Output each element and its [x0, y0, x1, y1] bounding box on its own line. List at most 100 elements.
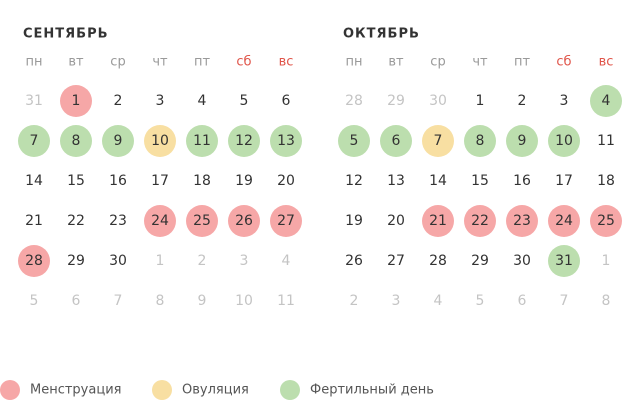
day-marker [144, 205, 176, 237]
day-marker [422, 125, 454, 157]
weekday: пт [514, 55, 530, 70]
day: 3 [240, 253, 249, 269]
weekday: ср [110, 55, 125, 70]
day-marker [60, 85, 92, 117]
day: 22 [67, 213, 85, 229]
day: 25 [193, 213, 211, 229]
day: 20 [277, 173, 295, 189]
month-title: СЕНТЯБРЬ [23, 27, 109, 42]
day: 28 [345, 93, 363, 109]
day: 7 [434, 133, 443, 149]
day-marker [464, 205, 496, 237]
day: 25 [597, 213, 615, 229]
day: 31 [555, 253, 573, 269]
day: 20 [387, 213, 405, 229]
day: 2 [114, 93, 123, 109]
day: 8 [476, 133, 485, 149]
day: 10 [151, 133, 169, 149]
day-marker [18, 245, 50, 277]
weekday: вс [599, 55, 614, 70]
day-marker [144, 125, 176, 157]
day-marker [380, 125, 412, 157]
day: 31 [25, 93, 43, 109]
day: 7 [30, 133, 39, 149]
day-marker [548, 205, 580, 237]
day: 10 [555, 133, 573, 149]
day: 1 [602, 253, 611, 269]
day: 19 [235, 173, 253, 189]
day: 9 [198, 293, 207, 309]
day: 17 [555, 173, 573, 189]
day-marker [590, 85, 622, 117]
day: 4 [602, 93, 611, 109]
day: 16 [109, 173, 127, 189]
day: 6 [282, 93, 291, 109]
legend-label: Фертильный день [310, 383, 434, 398]
day: 14 [25, 173, 43, 189]
day-marker [18, 125, 50, 157]
legend-marker [280, 380, 300, 400]
day: 1 [156, 253, 165, 269]
legend-marker [152, 380, 172, 400]
month-title: ОКТЯБРЬ [343, 27, 420, 42]
day: 5 [350, 133, 359, 149]
day-marker [506, 205, 538, 237]
day: 22 [471, 213, 489, 229]
day: 30 [429, 93, 447, 109]
weekday: ср [430, 55, 445, 70]
day: 8 [602, 293, 611, 309]
day: 12 [345, 173, 363, 189]
legend-label: Овуляция [182, 383, 249, 398]
day: 26 [345, 253, 363, 269]
day: 29 [387, 93, 405, 109]
day: 24 [555, 213, 573, 229]
day: 3 [156, 93, 165, 109]
day: 11 [193, 133, 211, 149]
day: 28 [429, 253, 447, 269]
day: 6 [72, 293, 81, 309]
day-marker [270, 125, 302, 157]
day: 2 [350, 293, 359, 309]
day-marker [60, 125, 92, 157]
day: 6 [392, 133, 401, 149]
day-marker [422, 205, 454, 237]
weekday: чт [472, 55, 488, 70]
weekday: вс [279, 55, 294, 70]
day: 16 [513, 173, 531, 189]
day: 9 [518, 133, 527, 149]
day: 10 [235, 293, 253, 309]
day: 4 [198, 93, 207, 109]
day-marker [464, 125, 496, 157]
weekday: пн [346, 55, 363, 70]
day: 5 [240, 93, 249, 109]
day: 8 [156, 293, 165, 309]
day: 4 [282, 253, 291, 269]
day-marker [590, 205, 622, 237]
weekday: сб [236, 55, 251, 70]
day: 21 [25, 213, 43, 229]
day: 1 [476, 93, 485, 109]
day: 18 [193, 173, 211, 189]
weekday: пн [26, 55, 43, 70]
day: 7 [114, 293, 123, 309]
day: 18 [597, 173, 615, 189]
day: 27 [387, 253, 405, 269]
day-marker [270, 205, 302, 237]
weekday: сб [556, 55, 571, 70]
day: 3 [560, 93, 569, 109]
day-marker [102, 125, 134, 157]
day: 28 [25, 253, 43, 269]
day: 21 [429, 213, 447, 229]
day: 8 [72, 133, 81, 149]
day: 2 [518, 93, 527, 109]
day: 30 [513, 253, 531, 269]
day: 9 [114, 133, 123, 149]
weekday: чт [152, 55, 168, 70]
day: 2 [198, 253, 207, 269]
day-marker [506, 125, 538, 157]
day: 1 [72, 93, 81, 109]
day: 6 [518, 293, 527, 309]
day: 7 [560, 293, 569, 309]
